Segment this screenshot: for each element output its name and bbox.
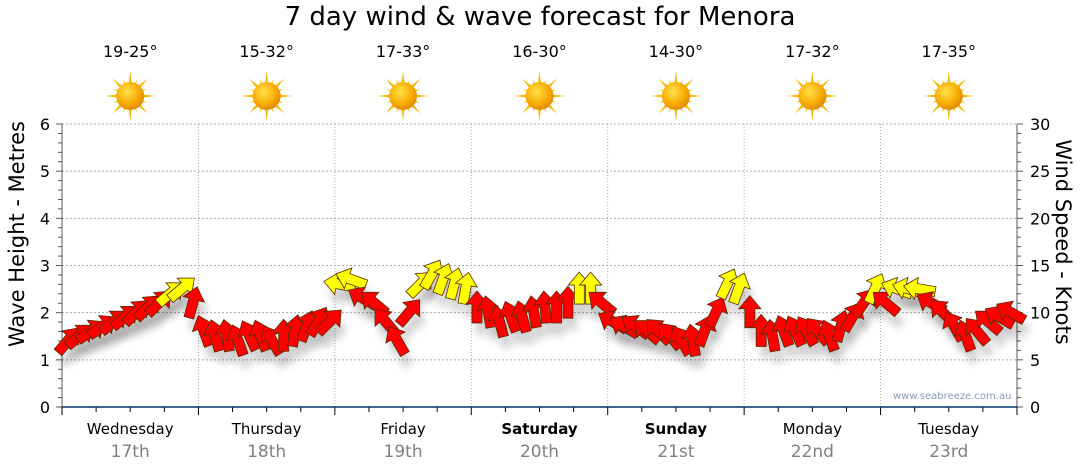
- y-tick-right: 10: [1030, 304, 1050, 323]
- date-label: 23rd: [929, 442, 969, 462]
- y-tick-left: 3: [40, 257, 50, 276]
- date-label: 17th: [110, 442, 150, 462]
- y-tick-right: 15: [1030, 257, 1050, 276]
- y-tick-left: 4: [40, 209, 50, 228]
- wind-arrow: [182, 286, 206, 320]
- temp-range: 14-30°: [648, 42, 704, 61]
- day-label: Sunday: [644, 420, 708, 438]
- temp-range: 17-35°: [921, 42, 977, 61]
- wind-arrow: [454, 271, 478, 306]
- date-label: 20th: [519, 442, 560, 462]
- y-tick-left: 5: [40, 162, 50, 181]
- day-label: Monday: [782, 420, 842, 438]
- temp-range: 15-32°: [239, 42, 294, 61]
- sun-icon: [923, 71, 974, 121]
- sun-icon: [787, 71, 838, 121]
- y-tick-left: 6: [40, 115, 50, 134]
- y-tick-left: 2: [40, 304, 50, 323]
- y-tick-right: 0: [1030, 398, 1040, 417]
- y-tick-left: 0: [40, 398, 50, 417]
- y-tick-right: 5: [1030, 351, 1040, 370]
- y-tick-right: 20: [1030, 209, 1050, 228]
- sun-icon: [105, 71, 156, 121]
- date-label: 19th: [383, 442, 423, 462]
- sun-icon: [241, 71, 292, 121]
- chart-title: 7 day wind & wave forecast for Menora: [284, 2, 796, 32]
- day-label: Friday: [380, 420, 426, 438]
- day-label: Wednesday: [86, 420, 174, 438]
- sun-icon: [514, 71, 565, 121]
- wind-arrow: [394, 299, 421, 328]
- wind-arrow: [385, 325, 410, 358]
- sun-icon: [650, 71, 701, 121]
- wind-arrow: [314, 309, 342, 337]
- day-label: Tuesday: [918, 420, 980, 438]
- date-label: 22nd: [790, 442, 834, 462]
- day-label: Thursday: [231, 420, 302, 438]
- sun-icon: [378, 71, 429, 121]
- watermark: www.seabreeze.com.au: [893, 391, 1012, 402]
- day-label: Saturday: [501, 420, 578, 438]
- temp-range: 17-32°: [785, 42, 840, 61]
- date-label: 21st: [657, 442, 695, 462]
- date-label: 18th: [247, 442, 287, 462]
- y-tick-right: 30: [1030, 115, 1050, 134]
- y-tick-left: 1: [40, 351, 50, 370]
- wind-arrow: [704, 296, 728, 329]
- wind-arrow: [728, 272, 751, 306]
- wind-arrow: [996, 300, 1028, 326]
- temp-range: 17-33°: [375, 42, 431, 61]
- wind-arrow: [335, 267, 369, 290]
- y-tick-right: 25: [1030, 162, 1050, 181]
- temp-range: 19-25°: [102, 42, 158, 61]
- temp-range: 16-30°: [512, 42, 567, 61]
